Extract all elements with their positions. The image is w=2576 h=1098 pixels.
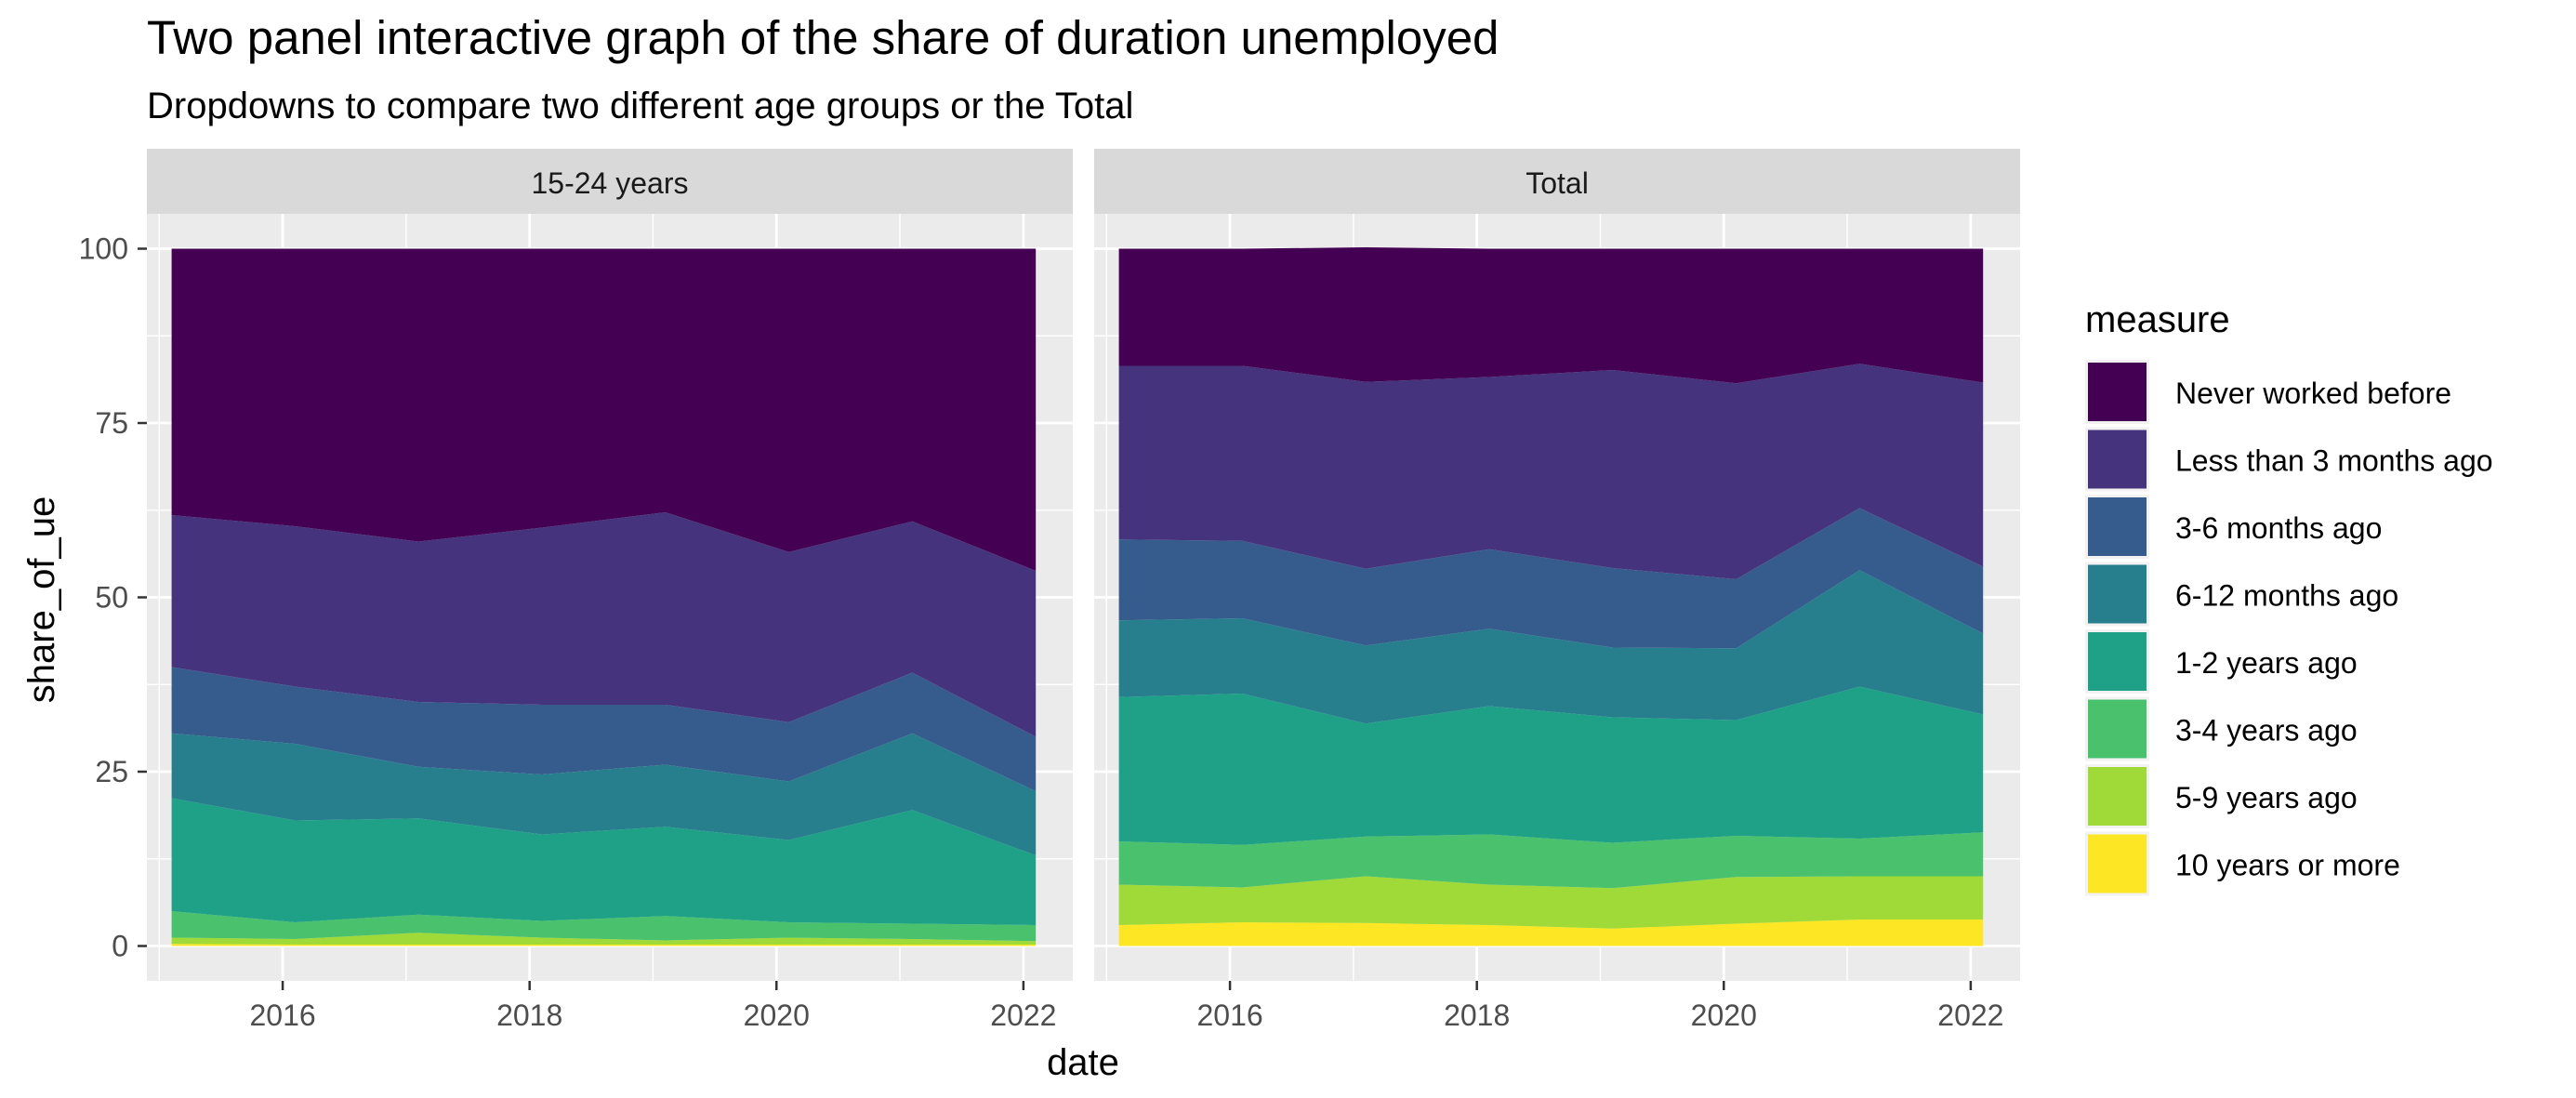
area-5-9-years-ago (1118, 876, 1984, 929)
legend-title: measure (2085, 299, 2230, 340)
y-axis-label: share_of_ue (21, 496, 62, 703)
legend-item: 5-9 years ago (2085, 764, 2358, 828)
area-6-12-months-ago (171, 733, 1037, 855)
panel-2: Total 2016 2018 2020 2022 (1094, 149, 2020, 1032)
x-tick-label: 2022 (1937, 999, 2003, 1032)
area-6-12-months-ago (1118, 570, 1984, 724)
legend-label: 6-12 months ago (2175, 579, 2398, 613)
legend-item: Less than 3 months ago (2085, 427, 2493, 492)
area-less-than-3-months-ago (171, 512, 1037, 737)
x-tick-label: 2022 (990, 999, 1056, 1032)
legend-swatch (2088, 632, 2147, 691)
area-less-than-3-months-ago (1118, 364, 1984, 579)
x-tick-label: 2018 (1444, 999, 1510, 1032)
legend-label: 10 years or more (2175, 849, 2400, 882)
x-tick-label: 2020 (744, 999, 810, 1032)
legend-swatch (2088, 834, 2147, 893)
area-10-years-or-more (1118, 919, 1984, 946)
y-tick-label: 50 (95, 581, 128, 615)
legend-item: 1-2 years ago (2085, 629, 2358, 694)
legend-item: 10 years or more (2085, 831, 2400, 896)
legend-item: 6-12 months ago (2085, 562, 2398, 627)
panels: 15-24 years 2016 2018 2020 2022 0 25 50 75 100 Tot… (79, 149, 2020, 1032)
area-never-worked-before (171, 248, 1037, 571)
area-1-2-years-ago (171, 798, 1037, 925)
legend-swatch (2088, 767, 2147, 826)
area-5-9-years-ago (171, 933, 1037, 945)
legend-label: 3-4 years ago (2175, 714, 2358, 747)
panel-strip-label: Total (1526, 166, 1589, 200)
legend-swatch (2088, 430, 2147, 489)
legend-item: 3-6 months ago (2085, 495, 2382, 559)
panel-strip-label: 15-24 years (532, 166, 689, 200)
y-tick-label: 75 (95, 406, 128, 440)
area-3-6-months-ago (1118, 508, 1984, 649)
x-axis-label: date (1047, 1042, 1119, 1083)
chart-subtitle: Dropdowns to compare two different age g… (147, 86, 1133, 126)
x-tick-label: 2018 (496, 999, 562, 1032)
y-tick-label: 0 (112, 930, 128, 963)
legend-swatch (2088, 699, 2147, 759)
area-3-4-years-ago (171, 911, 1037, 942)
legend-swatch (2088, 363, 2147, 421)
y-tick-label: 100 (79, 232, 128, 266)
area-3-6-months-ago (171, 667, 1037, 791)
legend-label: 1-2 years ago (2175, 646, 2358, 680)
area-1-2-years-ago (1118, 686, 1984, 845)
legend-swatch (2088, 564, 2147, 624)
legend: measure Never worked before Less than 3 m… (2085, 299, 2493, 896)
area-3-4-years-ago (1118, 832, 1984, 889)
legend-label: 3-6 months ago (2175, 511, 2382, 545)
area-10-years-or-more (171, 944, 1037, 946)
legend-item: 3-4 years ago (2085, 696, 2358, 761)
panel-strip (147, 149, 1073, 214)
legend-label: 5-9 years ago (2175, 781, 2358, 814)
area-never-worked-before (1118, 247, 1984, 384)
panel-strip (1094, 149, 2020, 214)
y-tick-label: 25 (95, 755, 128, 788)
legend-swatch (2088, 497, 2147, 556)
chart-title: Two panel interactive graph of the share… (147, 11, 1499, 64)
x-tick-label: 2016 (249, 999, 315, 1032)
legend-label: Never worked before (2175, 377, 2451, 410)
legend-item: Never worked before (2085, 360, 2451, 424)
x-tick-label: 2020 (1691, 999, 1757, 1032)
x-tick-label: 2016 (1196, 999, 1262, 1032)
panel-1: 15-24 years 2016 2018 2020 2022 0 25 50 75 100 (79, 149, 1073, 1032)
legend-label: Less than 3 months ago (2175, 444, 2493, 478)
